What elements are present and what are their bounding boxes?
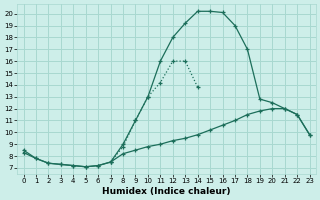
X-axis label: Humidex (Indice chaleur): Humidex (Indice chaleur)	[102, 187, 231, 196]
